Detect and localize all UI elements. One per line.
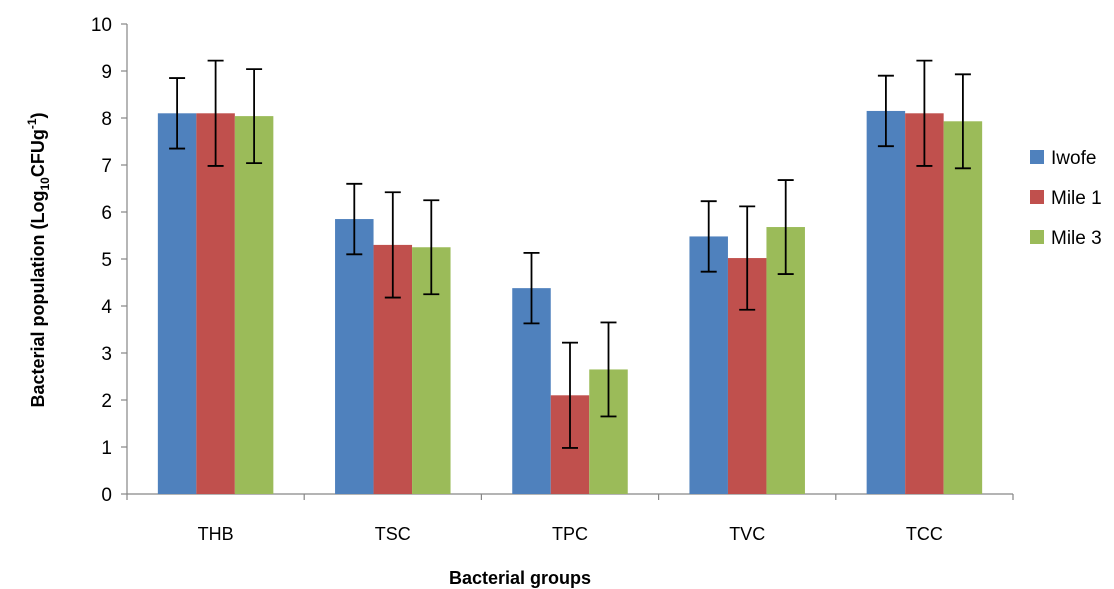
bar	[196, 113, 235, 495]
y-axis-title-mid: CFUg	[28, 129, 48, 177]
x-tick-label: TCC	[906, 524, 943, 544]
bar	[866, 110, 906, 494]
error-bars	[169, 59, 971, 449]
x-tick-label: THB	[198, 524, 234, 544]
bar	[335, 219, 374, 495]
y-tick-label: 5	[101, 250, 112, 271]
x-tick-label: TPC	[552, 524, 588, 544]
x-axis: THB TSC TPC TVC TCC	[126, 493, 1014, 544]
bar	[905, 113, 944, 495]
legend-swatch	[1030, 190, 1044, 204]
y-axis-title-subscript: 10	[38, 177, 52, 191]
y-tick-label: 7	[101, 156, 112, 177]
y-axis: 0 1 2 3 4 5 6 7 8 9 10	[91, 15, 128, 506]
y-tick-label: 3	[101, 344, 112, 365]
x-axis-title: Bacterial groups	[449, 568, 591, 588]
y-tick-label: 4	[101, 297, 112, 318]
bar	[943, 121, 983, 494]
legend: Iwofe Mile 1 Mile 3	[1030, 148, 1102, 249]
y-tick-label: 1	[101, 438, 112, 459]
bars	[157, 110, 983, 495]
x-tick-label: TVC	[729, 524, 765, 544]
bar	[157, 113, 197, 495]
legend-label: Mile 3	[1051, 228, 1102, 249]
y-axis-title-superscript: -1	[25, 118, 39, 129]
y-tick-label: 6	[101, 203, 112, 224]
y-axis-title-prefix: Bacterial population (Log	[28, 191, 48, 408]
y-tick-label: 2	[101, 391, 112, 412]
x-tick-label: TSC	[375, 524, 411, 544]
y-tick-label: 10	[91, 15, 112, 36]
legend-swatch	[1030, 230, 1044, 244]
bar	[234, 116, 274, 495]
legend-label: Mile 1	[1051, 188, 1102, 209]
bar	[689, 236, 728, 494]
legend-label: Iwofe	[1051, 148, 1096, 169]
y-axis-title-suffix: )	[28, 112, 48, 118]
y-tick-label: 0	[101, 485, 112, 506]
y-tick-label: 8	[101, 109, 112, 130]
y-tick-label: 9	[101, 62, 112, 83]
legend-swatch	[1030, 150, 1044, 164]
y-axis-title: Bacterial population (Log10CFUg-1)	[25, 112, 52, 407]
